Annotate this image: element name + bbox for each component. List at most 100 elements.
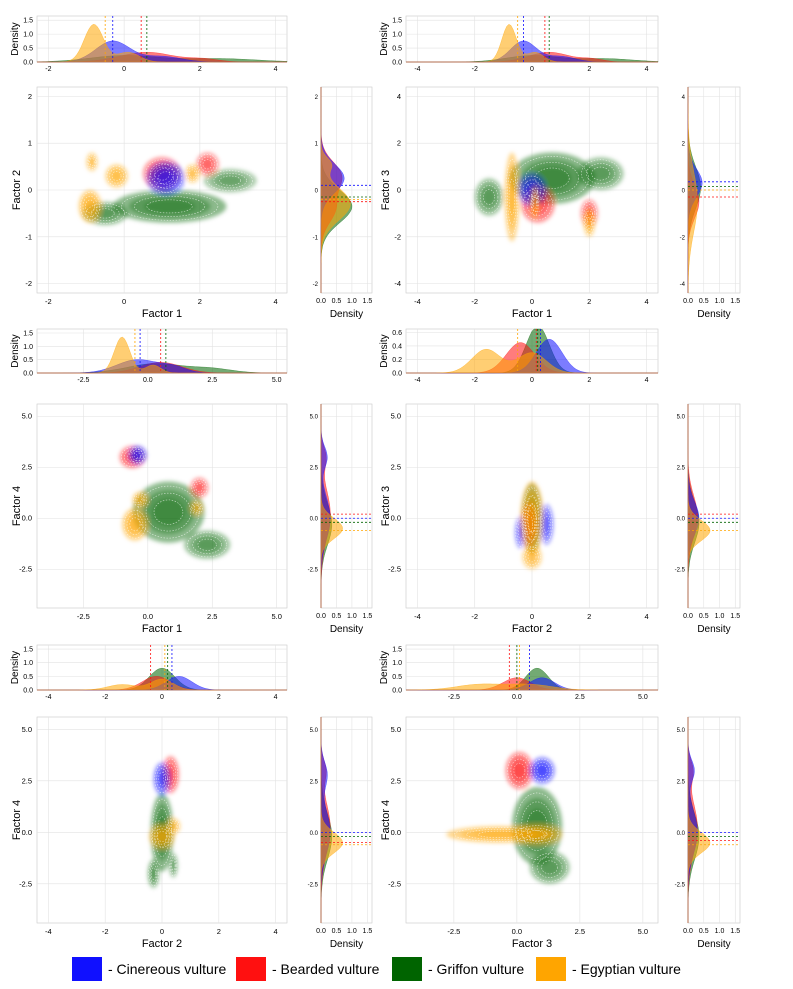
y-tick-label: 2.5 (391, 463, 401, 472)
contour-line (150, 825, 174, 848)
x-tick-label: -2.5 (447, 927, 460, 936)
right-y-tick-label: -2.5 (675, 568, 686, 574)
x-tick-label: 0.0 (512, 927, 522, 936)
right-density-area (687, 403, 741, 609)
right-density-egyptian-vulture (687, 717, 711, 923)
right-x-tick-label: 0.5 (699, 298, 709, 305)
contour-egyptian-vulture (111, 170, 122, 182)
contour-line (523, 488, 541, 549)
density-contours (119, 445, 231, 560)
top-density-egyptian-vulture (406, 683, 658, 691)
right-x-tick-label: 0.0 (316, 613, 326, 620)
contour-line (170, 822, 177, 830)
right-density-label: Density (697, 939, 730, 950)
contour-line (171, 860, 176, 871)
top-y-tick-label: 0.0 (392, 688, 402, 695)
x-tick-label: 2.5 (575, 927, 585, 936)
contour-line (167, 818, 180, 834)
contour-line (523, 546, 541, 568)
contour-line (86, 153, 98, 171)
contour-lines (453, 754, 568, 882)
x-tick-label: 2 (587, 612, 591, 621)
contour-egyptian-vulture (89, 157, 95, 167)
legend-item-griffon: - Griffon vulture (392, 956, 524, 982)
contour-line (187, 167, 198, 180)
contour-line (82, 195, 98, 217)
contour-egyptian-vulture (525, 829, 549, 840)
top-x-tick-label: -2 (472, 66, 478, 73)
contour-line (515, 518, 526, 547)
right-x-tick-label: 0.0 (316, 928, 326, 935)
x-tick-label: 0 (530, 297, 534, 306)
top-y-tick-label: 0.5 (23, 46, 33, 53)
right-x-tick-label: 1.0 (715, 613, 725, 620)
y-tick-label: 2.5 (22, 776, 32, 785)
contour-line (80, 192, 100, 221)
top-y-tick-label: 0.5 (392, 674, 402, 681)
contour-line (111, 170, 122, 181)
y-tick-label: 0 (28, 186, 32, 195)
x-tick-label: -2 (471, 612, 478, 621)
top-density-egyptian-vulture (37, 678, 287, 691)
right-y-tick-label: 5.0 (677, 415, 686, 421)
top-y-tick-label: 1.5 (392, 18, 402, 25)
top-x-tick-label: 0.0 (143, 377, 153, 384)
top-y-tick-label: 0.2 (392, 357, 402, 364)
contour-egyptian-vulture (527, 551, 537, 563)
contour-line (531, 758, 554, 783)
top-y-tick-label: 0.6 (392, 330, 402, 337)
contour-egyptian-vulture (129, 517, 141, 532)
contour-line (525, 162, 579, 195)
contour-egyptian-vulture (193, 504, 200, 512)
contour-griffon-vulture (590, 166, 612, 181)
top-x-tick-label: -4 (414, 66, 420, 73)
contour-line (522, 187, 553, 221)
contour-griffon-vulture (152, 498, 185, 526)
right-y-tick-label: 0.0 (677, 517, 686, 523)
y-tick-label: 0.0 (22, 828, 32, 837)
contour-line (543, 515, 550, 533)
top-x-tick-label: 4 (274, 66, 278, 73)
contour-line (515, 825, 559, 844)
contour-griffon-vulture (482, 188, 496, 206)
contour-line (530, 187, 539, 216)
contour-line (521, 504, 537, 544)
top-x-tick-label: 5.0 (272, 377, 282, 384)
contour-egyptian-vulture (156, 830, 168, 843)
legend-swatch-cinereous (72, 957, 102, 981)
contour-line (521, 827, 553, 842)
top-x-tick-label: 4 (274, 694, 278, 701)
y-axis-label: Factor 4 (380, 800, 392, 840)
right-x-tick-label: 1.5 (730, 928, 740, 935)
contour-line (170, 857, 177, 874)
top-density-label: Density (10, 334, 21, 367)
contour-line (507, 169, 517, 225)
contour-line (134, 195, 206, 217)
right-x-tick-label: 1.5 (362, 928, 372, 935)
contour-line (85, 203, 125, 224)
contour-line (213, 173, 247, 189)
right-density-label: Density (330, 309, 363, 320)
legend-label-egyptian: - Egyptian vulture (572, 961, 681, 977)
panel-3: -2.5 0.0 2.5 5.0 -2.5 0.0 2.5 5.0 Factor 1 Factor… (10, 328, 372, 635)
contour-griffon-vulture (218, 175, 243, 186)
contour-line (581, 201, 597, 226)
contour-bearded-vulture (513, 762, 526, 779)
right-y-tick-label: -2.5 (308, 568, 319, 574)
right-density-label: Density (330, 624, 363, 635)
contour-line (185, 165, 200, 182)
right-x-tick-label: 1.0 (347, 613, 357, 620)
contour-line (169, 854, 178, 877)
right-y-tick-label: -4 (680, 282, 686, 288)
contour-line (88, 155, 96, 169)
y-tick-label: 2 (397, 139, 401, 148)
x-tick-label: 2 (217, 927, 221, 936)
top-x-tick-label: -2 (102, 694, 108, 701)
top-x-tick-label: 2 (587, 377, 591, 384)
x-tick-label: 0 (122, 297, 126, 306)
y-tick-label: 2.5 (391, 776, 401, 785)
x-tick-label: -2 (102, 927, 109, 936)
right-y-tick-label: 1 (315, 142, 319, 148)
top-y-tick-label: 0.0 (23, 688, 33, 695)
contour-bearded-vulture (195, 483, 204, 493)
